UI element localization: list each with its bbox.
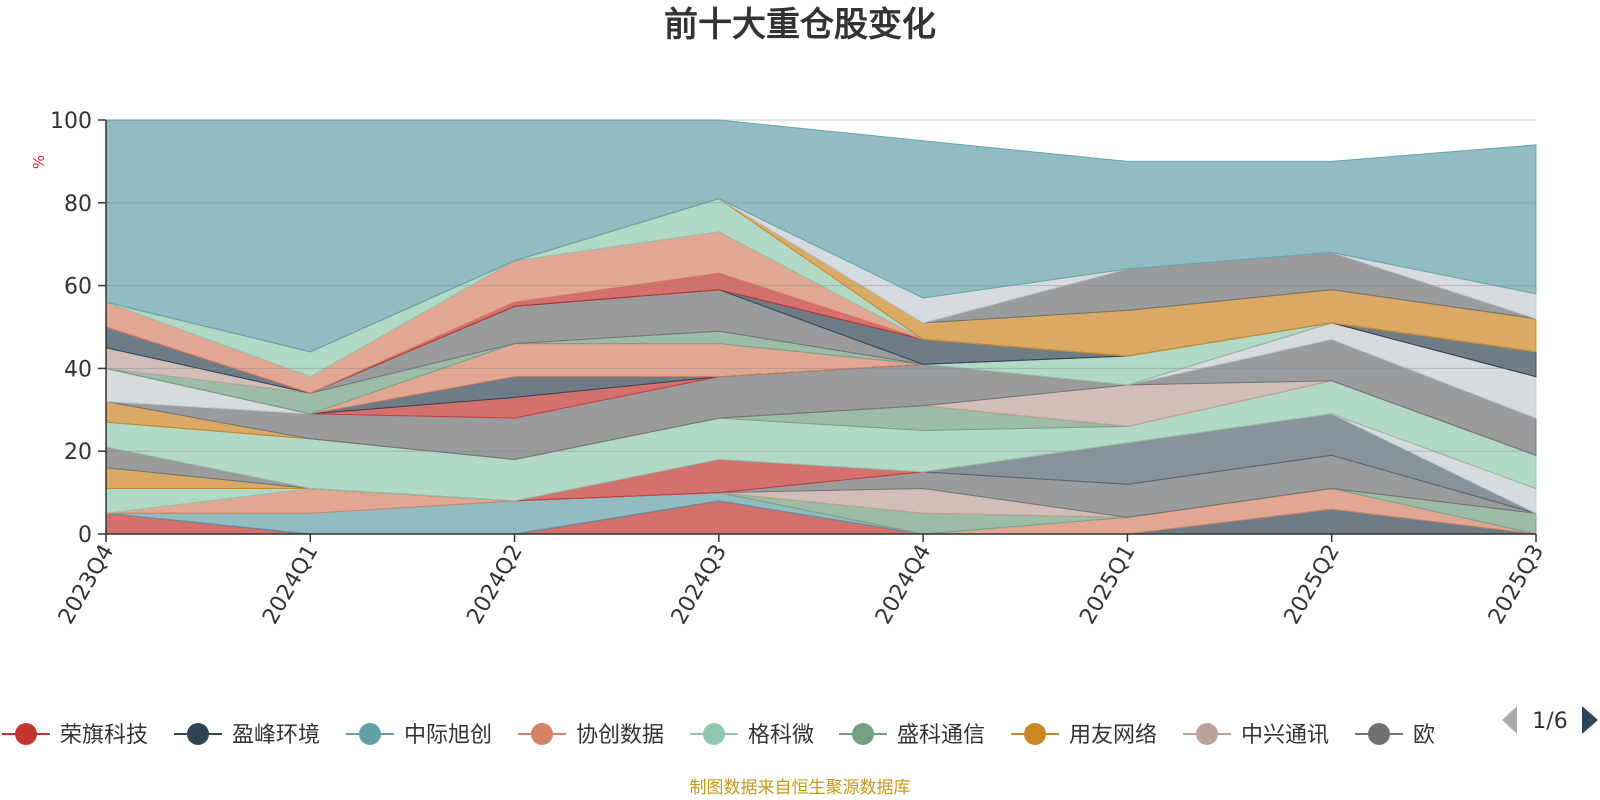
- x-tick-label-6: 2025Q2: [1280, 541, 1345, 629]
- y-tick-label-5: 100: [50, 109, 92, 134]
- x-tick-label-4: 2024Q4: [871, 541, 936, 629]
- x-tick-label-1: 2024Q1: [258, 541, 323, 629]
- x-tick-label-0: 2023Q4: [54, 541, 119, 629]
- legend-label: 用友网络: [1069, 723, 1157, 748]
- legend-item-0[interactable]: 荣旗科技: [2, 723, 148, 748]
- y-tick-label-3: 60: [64, 275, 92, 300]
- legend[interactable]: 荣旗科技 盈峰环境 中际旭创 协创数据 格科微 盛科通信 用友网络 中兴通讯 欧: [2, 723, 1435, 748]
- legend-marker-icon: [1024, 723, 1046, 745]
- legend-label: 中兴通讯: [1241, 723, 1329, 748]
- legend-marker-icon: [1368, 723, 1390, 745]
- stacked-areas: [105, 119, 1537, 535]
- legend-label: 中际旭创: [404, 723, 492, 748]
- y-tick-label-1: 20: [64, 440, 92, 465]
- legend-item-2[interactable]: 中际旭创: [346, 723, 492, 748]
- legend-label: 协创数据: [576, 723, 664, 748]
- legend-item-6[interactable]: 用友网络: [1011, 723, 1157, 748]
- axes: [105, 120, 1536, 535]
- legend-marker-icon: [359, 723, 381, 745]
- legend-label: 盈峰环境: [232, 723, 320, 748]
- legend-item-4[interactable]: 格科微: [690, 723, 814, 748]
- area-series-35[interactable]: [105, 119, 1537, 353]
- footer-source-note: 制图数据来自恒生聚源数据库: [690, 778, 911, 798]
- y-tick-label-2: 40: [64, 357, 92, 382]
- y-tick-label-4: 80: [64, 192, 92, 217]
- legend-marker-icon: [852, 723, 874, 745]
- x-tick-label-5: 2025Q1: [1075, 541, 1140, 629]
- legend-pager[interactable]: 1/6: [1502, 706, 1598, 734]
- legend-marker-icon: [187, 723, 209, 745]
- x-tick-label-3: 2024Q3: [667, 541, 732, 629]
- legend-next-arrow-icon[interactable]: [1582, 706, 1598, 734]
- legend-label: 盛科通信: [897, 723, 985, 748]
- y-axis-unit: %: [30, 155, 48, 169]
- x-axis-ticks: 2023Q4 2024Q1 2024Q2 2024Q3 2024Q4 2025Q1 2025…: [54, 534, 1549, 629]
- y-tick-label-0: 0: [78, 523, 92, 548]
- legend-label: 荣旗科技: [60, 723, 148, 748]
- chart-title: 前十大重仓股变化: [664, 5, 936, 45]
- legend-label: 格科微: [748, 723, 814, 748]
- legend-page-indicator: 1/6: [1532, 709, 1567, 734]
- legend-marker-icon: [531, 723, 553, 745]
- legend-item-5[interactable]: 盛科通信: [839, 723, 985, 748]
- x-tick-label-7: 2025Q3: [1484, 541, 1549, 629]
- legend-item-8[interactable]: 欧: [1355, 723, 1435, 748]
- legend-item-3[interactable]: 协创数据: [518, 723, 664, 748]
- legend-marker-icon: [703, 723, 725, 745]
- legend-item-1[interactable]: 盈峰环境: [174, 723, 320, 748]
- legend-prev-arrow-icon[interactable]: [1502, 706, 1517, 734]
- legend-marker-icon: [1196, 723, 1218, 745]
- grid-lines: [106, 119, 1536, 452]
- x-tick-label-2: 2024Q2: [462, 541, 527, 629]
- y-axis-ticks: 0 20 40 60 80 100: [50, 109, 106, 548]
- legend-item-7[interactable]: 中兴通讯: [1183, 723, 1329, 748]
- legend-marker-icon: [15, 723, 37, 745]
- legend-label: 欧: [1413, 723, 1435, 748]
